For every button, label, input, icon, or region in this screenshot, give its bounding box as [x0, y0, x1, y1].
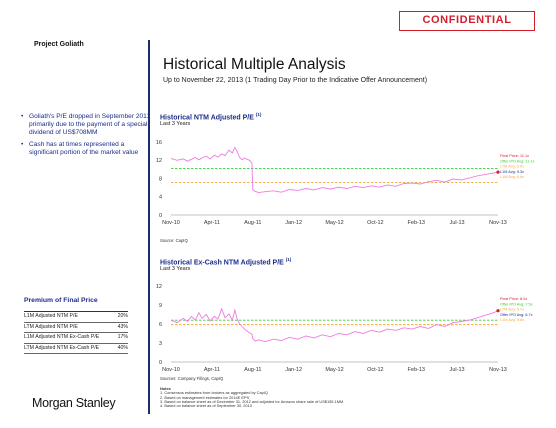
divider-line	[148, 40, 150, 414]
commentary-bullet: Goliath's P/E dropped in September 2011 …	[21, 113, 153, 138]
chart1-subtitle: Last 3 Years	[160, 121, 191, 127]
page-subtitle: Up to November 22, 2013 (1 Trading Day P…	[163, 77, 428, 84]
table-row: L1M Adjusted NTM P/E 20%	[24, 311, 128, 323]
premium-label: LTM Adjusted NTM Ex-Cash P/E	[24, 343, 106, 355]
chart2-source: Sources: Company Filings, CapIQ	[160, 376, 224, 381]
x-tick-label: Apr-11	[204, 367, 220, 373]
table-row: LTM Adjusted NTM P/E 43%	[24, 322, 128, 334]
y-tick-label: 0	[159, 213, 162, 219]
y-tick-label: 6	[159, 322, 162, 328]
x-tick-label: Jan-12	[285, 220, 302, 226]
y-tick-label: 16	[156, 140, 162, 146]
commentary-list: Goliath's P/E dropped in September 2011 …	[21, 113, 153, 160]
chart1-title-note: (1)	[255, 112, 262, 117]
chart1-source: Source: CapIQ	[160, 238, 188, 243]
pe-series-line	[170, 146, 499, 194]
chart-annotation: L1M Avg: 9.3x	[500, 170, 524, 174]
confidential-stamp: CONFIDENTIAL	[399, 11, 535, 31]
note-item: 2. Based on management estimates for 201…	[160, 394, 250, 400]
chart1-title: Historical NTM Adjusted P/E (1)	[160, 112, 261, 121]
y-tick-label: 12	[156, 158, 162, 164]
premium-label: L1M Adjusted NTM Ex-Cash P/E	[24, 332, 106, 344]
commentary-bullet: Cash has at times represented a signific…	[21, 141, 153, 157]
note-item: 1. Consensus estimates from brokers as a…	[160, 390, 268, 396]
premium-table: L1M Adjusted NTM P/E 20% LTM Adjusted NTM…	[24, 311, 128, 355]
y-tick-label: 3	[159, 341, 162, 347]
chart-annotation: Offer IPO Avg: 6.7x	[500, 313, 533, 317]
y-tick-label: 4	[159, 195, 162, 201]
chart2-title-note: (1)	[285, 257, 292, 262]
chart-annotation: LTM Avg: 9.0x	[500, 165, 524, 169]
x-tick-label: Nov-10	[162, 367, 180, 373]
chart1-plot: 0 4 8 12 16 Nov-10 Apr-11 Aug-11 Jan-12 May-12 Oct…	[156, 140, 535, 226]
premium-label: L1M Adjusted NTM P/E	[24, 311, 106, 323]
x-tick-label: Feb-13	[408, 367, 425, 373]
chart1-title-text: Historical NTM Adjusted P/E	[160, 114, 254, 122]
y-tick-label: 0	[159, 360, 162, 366]
footnotes: Notes 1. Consensus estimates from broker…	[160, 386, 460, 409]
x-tick-label: Aug-11	[244, 367, 261, 373]
x-tick-label: Aug-11	[244, 220, 261, 226]
morgan-stanley-logo: Morgan Stanley	[32, 396, 116, 410]
x-tick-label: May-12	[325, 220, 343, 226]
chart-annotation: L1M Avg: 5.8x	[500, 318, 524, 322]
chart-annotation: Offer IPO Avg: 7.5x	[500, 302, 533, 306]
chart-annotation: Final Price: 8.0x	[500, 297, 527, 301]
premium-table-title: Premium of Final Price	[24, 297, 98, 304]
table-row: L1M Adjusted NTM Ex-Cash P/E 17%	[24, 332, 128, 344]
chart-annotation: LTM Avg: 5.7x	[500, 308, 524, 312]
x-tick-label: Jan-12	[285, 367, 302, 373]
chart2-plot: 0 3 6 9 12 Nov-10 Apr-11 Aug-11 Jan-12 May-12 Oct-…	[156, 284, 533, 373]
x-tick-label: Feb-13	[408, 220, 425, 226]
chart2-subtitle: Last 3 Years	[160, 266, 191, 272]
x-tick-label: Oct-12	[367, 220, 384, 226]
page-title: Historical Multiple Analysis	[163, 56, 346, 73]
y-tick-label: 12	[156, 284, 162, 290]
y-tick-label: 9	[159, 303, 162, 309]
chart-annotation: Final Price: 11.1x	[500, 154, 529, 158]
chart2-title-text: Historical Ex-Cash NTM Adjusted P/E	[160, 259, 284, 267]
chart2-title: Historical Ex-Cash NTM Adjusted P/E (1)	[160, 257, 291, 266]
project-name: Project Goliath	[34, 41, 84, 48]
notes-heading: Notes	[160, 386, 171, 391]
x-tick-label: Nov-13	[489, 367, 507, 373]
pe-series-line	[170, 307, 499, 343]
premium-value: 43%	[106, 322, 128, 334]
premium-label: LTM Adjusted NTM P/E	[24, 322, 106, 334]
chart-annotation: Offer IPO Avg: 11.1x	[500, 159, 535, 163]
note-item: 4. Based on balance sheet as of Septembe…	[160, 403, 252, 409]
premium-value: 40%	[106, 343, 128, 355]
table-row: LTM Adjusted NTM Ex-Cash P/E 40%	[24, 343, 128, 355]
x-tick-label: Jul-13	[450, 220, 465, 226]
x-tick-label: Nov-10	[162, 220, 180, 226]
note-item: 3. Based on balance sheet as of December…	[160, 398, 344, 404]
premium-value: 17%	[106, 332, 128, 344]
final-price-marker	[496, 309, 500, 313]
x-tick-label: May-12	[325, 367, 343, 373]
x-tick-label: Oct-12	[367, 367, 384, 373]
x-tick-label: Nov-13	[489, 220, 507, 226]
x-tick-label: Jul-13	[450, 367, 465, 373]
final-price-marker	[496, 170, 500, 174]
y-tick-label: 8	[159, 176, 162, 182]
x-tick-label: Apr-11	[204, 220, 220, 226]
chart-annotation: L1M Avg: 6.6x	[500, 175, 524, 179]
premium-value: 20%	[106, 311, 128, 323]
